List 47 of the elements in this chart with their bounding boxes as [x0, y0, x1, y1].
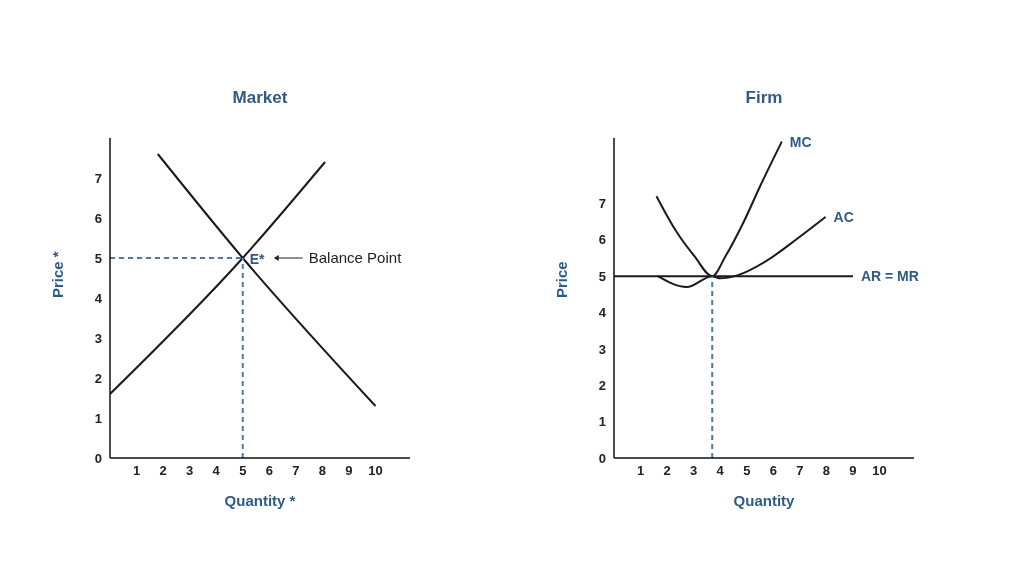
y-tick-label: 6	[94, 210, 102, 226]
series-label: MC	[789, 133, 812, 150]
x-tick-label: 9	[345, 463, 353, 479]
series-label: AR = MR	[860, 268, 919, 285]
y-tick-label: 0	[598, 450, 606, 466]
x-tick-label: 5	[743, 463, 751, 479]
x-tick-label: 6	[769, 463, 777, 479]
chart-title: Firm	[744, 88, 784, 109]
x-tick-label: 7	[796, 463, 804, 479]
x-tick-label: 8	[318, 463, 327, 479]
y-tick-label: 7	[94, 170, 102, 186]
y-tick-label: 4	[598, 305, 607, 321]
x-tick-label: 9	[849, 463, 857, 479]
x-tick-label: 3	[690, 463, 698, 479]
y-tick-label: 1	[94, 410, 102, 426]
x-tick-label: 10	[368, 463, 383, 479]
y-tick-label: 1	[598, 414, 606, 430]
x-tick-label: 6	[265, 463, 273, 479]
x-tick-label: 1	[636, 463, 645, 479]
y-axis-title: Price *	[49, 251, 67, 298]
y-tick-label: 2	[598, 377, 606, 393]
x-tick-label: 5	[239, 463, 247, 479]
chart-title: Market	[231, 88, 289, 109]
x-tick-label: 3	[186, 463, 194, 479]
y-tick-label: 5	[598, 268, 606, 284]
annotation: Balance Point	[308, 249, 403, 266]
x-axis-title: Quantity	[733, 492, 796, 509]
y-tick-label: 0	[94, 450, 102, 466]
y-tick-label: 3	[94, 330, 102, 346]
y-tick-label: 7	[598, 196, 606, 212]
annotation: E*	[249, 251, 266, 267]
y-tick-label: 2	[94, 370, 102, 386]
x-tick-label: 7	[292, 463, 300, 479]
x-tick-label: 8	[822, 463, 831, 479]
y-tick-label: 3	[598, 341, 606, 357]
y-axis-title: Price	[553, 261, 571, 298]
x-tick-label: 10	[872, 463, 887, 479]
x-tick-label: 2	[663, 463, 671, 479]
x-tick-label: 1	[132, 463, 141, 479]
x-axis-title: Quantity *	[224, 492, 296, 509]
x-tick-label: 4	[716, 463, 725, 479]
y-tick-label: 4	[94, 290, 103, 306]
y-tick-label: 5	[94, 250, 102, 266]
x-tick-label: 2	[159, 463, 167, 479]
x-tick-label: 4	[212, 463, 221, 479]
y-tick-label: 6	[598, 232, 606, 248]
series-label: AC	[833, 208, 854, 225]
